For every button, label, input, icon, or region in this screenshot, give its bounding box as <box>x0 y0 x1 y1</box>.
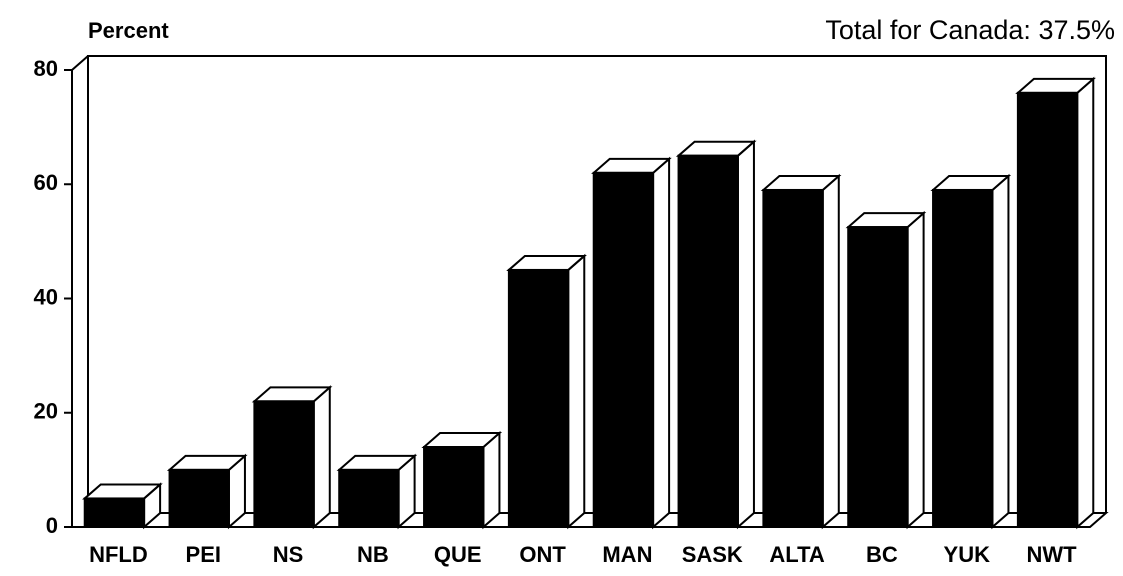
back-wall <box>87 55 1107 513</box>
bar <box>423 446 485 528</box>
bar <box>1016 91 1079 528</box>
x-tick-label: BC <box>866 542 898 567</box>
bar <box>253 400 315 529</box>
y-axis-label: Percent <box>88 18 169 43</box>
bar <box>677 154 739 528</box>
y-tick-label: 60 <box>34 170 58 195</box>
x-tick-label: NS <box>273 542 304 567</box>
y-axis-depth <box>71 55 89 71</box>
bar-side <box>821 173 840 530</box>
bar <box>507 268 570 528</box>
x-tick-label: ONT <box>519 542 566 567</box>
x-tick-label: YUK <box>944 542 991 567</box>
bar <box>338 468 400 528</box>
x-tick-label: NB <box>357 542 389 567</box>
bar-side <box>1076 76 1095 530</box>
x-tick-label: SASK <box>682 542 743 567</box>
y-tick-label: 20 <box>34 399 58 424</box>
y-tick-label: 40 <box>34 284 58 309</box>
bar-side <box>567 253 586 530</box>
bar <box>932 188 994 528</box>
bar <box>762 188 824 528</box>
x-tick-label: MAN <box>602 542 652 567</box>
bar-side <box>906 210 925 530</box>
bar-side <box>991 173 1010 530</box>
bar-side <box>652 156 671 530</box>
bar-side <box>312 385 331 530</box>
bar-side <box>736 139 755 530</box>
x-tick-label: NWT <box>1027 542 1078 567</box>
bar-side <box>482 430 501 530</box>
y-tick-label: 0 <box>46 513 58 538</box>
y-tick-label: 80 <box>34 56 58 81</box>
chart-title: Total for Canada: 37.5% <box>825 15 1115 45</box>
x-tick-label: ALTA <box>769 542 824 567</box>
bar <box>847 226 909 528</box>
bar <box>168 468 230 528</box>
x-tick-label: PEI <box>186 542 221 567</box>
bar <box>592 171 655 528</box>
x-tick-label: NFLD <box>89 542 148 567</box>
x-tick-label: QUE <box>434 542 482 567</box>
bar <box>83 497 146 528</box>
